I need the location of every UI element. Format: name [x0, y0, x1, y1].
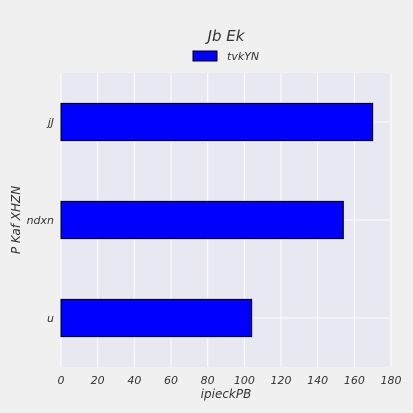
x-tick-label: 20	[91, 374, 105, 387]
bar-ndxn	[60, 200, 344, 240]
x-tick-label: 180	[381, 374, 402, 387]
x-tick-label: 100	[234, 374, 255, 387]
chart-title: Jb Ek	[205, 27, 246, 45]
x-tick-label: 160	[344, 374, 365, 387]
y-tick-label: jJ	[46, 116, 54, 129]
legend: tvkYN	[192, 50, 259, 63]
x-tick-label: 80	[201, 374, 215, 387]
x-tick-label: 0	[58, 374, 65, 387]
legend-label: tvkYN	[227, 50, 259, 63]
x-tick-label: 120	[271, 374, 292, 387]
y-axis-label: P Kaf XHZN	[9, 186, 23, 254]
x-tick-label: 140	[307, 374, 328, 387]
x-tick-labels: 0 20 40 60 80 100 120 140 160 180	[58, 374, 402, 387]
bar-jJ	[60, 102, 374, 142]
y-tick-label: u	[47, 312, 54, 325]
legend-swatch	[192, 50, 218, 62]
bar-u	[60, 298, 253, 338]
x-axis-label: ipieckPB	[201, 387, 252, 401]
x-tick-label: 60	[164, 374, 178, 387]
bars	[60, 102, 374, 338]
y-tick-label: ndxn	[27, 214, 54, 227]
x-tick-label: 40	[127, 374, 141, 387]
y-tick-labels: jJ ndxn u	[27, 116, 54, 325]
